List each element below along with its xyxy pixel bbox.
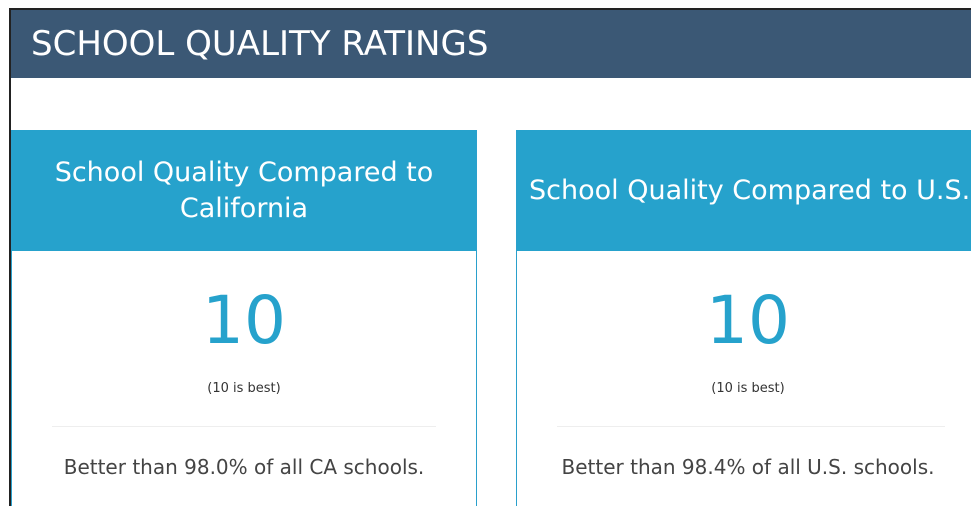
scale-note: (10 is best) bbox=[207, 381, 281, 396]
detail: Better than 98.4% of all U.S. schools. bbox=[561, 455, 935, 479]
card: School Quality Compared to U.S. 10 (10 i… bbox=[516, 130, 971, 506]
separator bbox=[557, 426, 945, 427]
card-title: School Quality Compared to California bbox=[12, 130, 476, 251]
scale-note: (10 is best) bbox=[711, 381, 785, 396]
frame: SCHOOL QUALITY RATINGS School Quality Co… bbox=[9, 8, 971, 506]
separator bbox=[52, 426, 436, 427]
header: SCHOOL QUALITY RATINGS bbox=[11, 10, 971, 78]
detail: Better than 98.0% of all CA schools. bbox=[63, 455, 425, 479]
score: 10 bbox=[706, 282, 790, 359]
score: 10 bbox=[202, 282, 286, 359]
card-title: School Quality Compared to U.S. bbox=[517, 130, 971, 251]
card: School Quality Compared to California 10… bbox=[11, 130, 477, 506]
